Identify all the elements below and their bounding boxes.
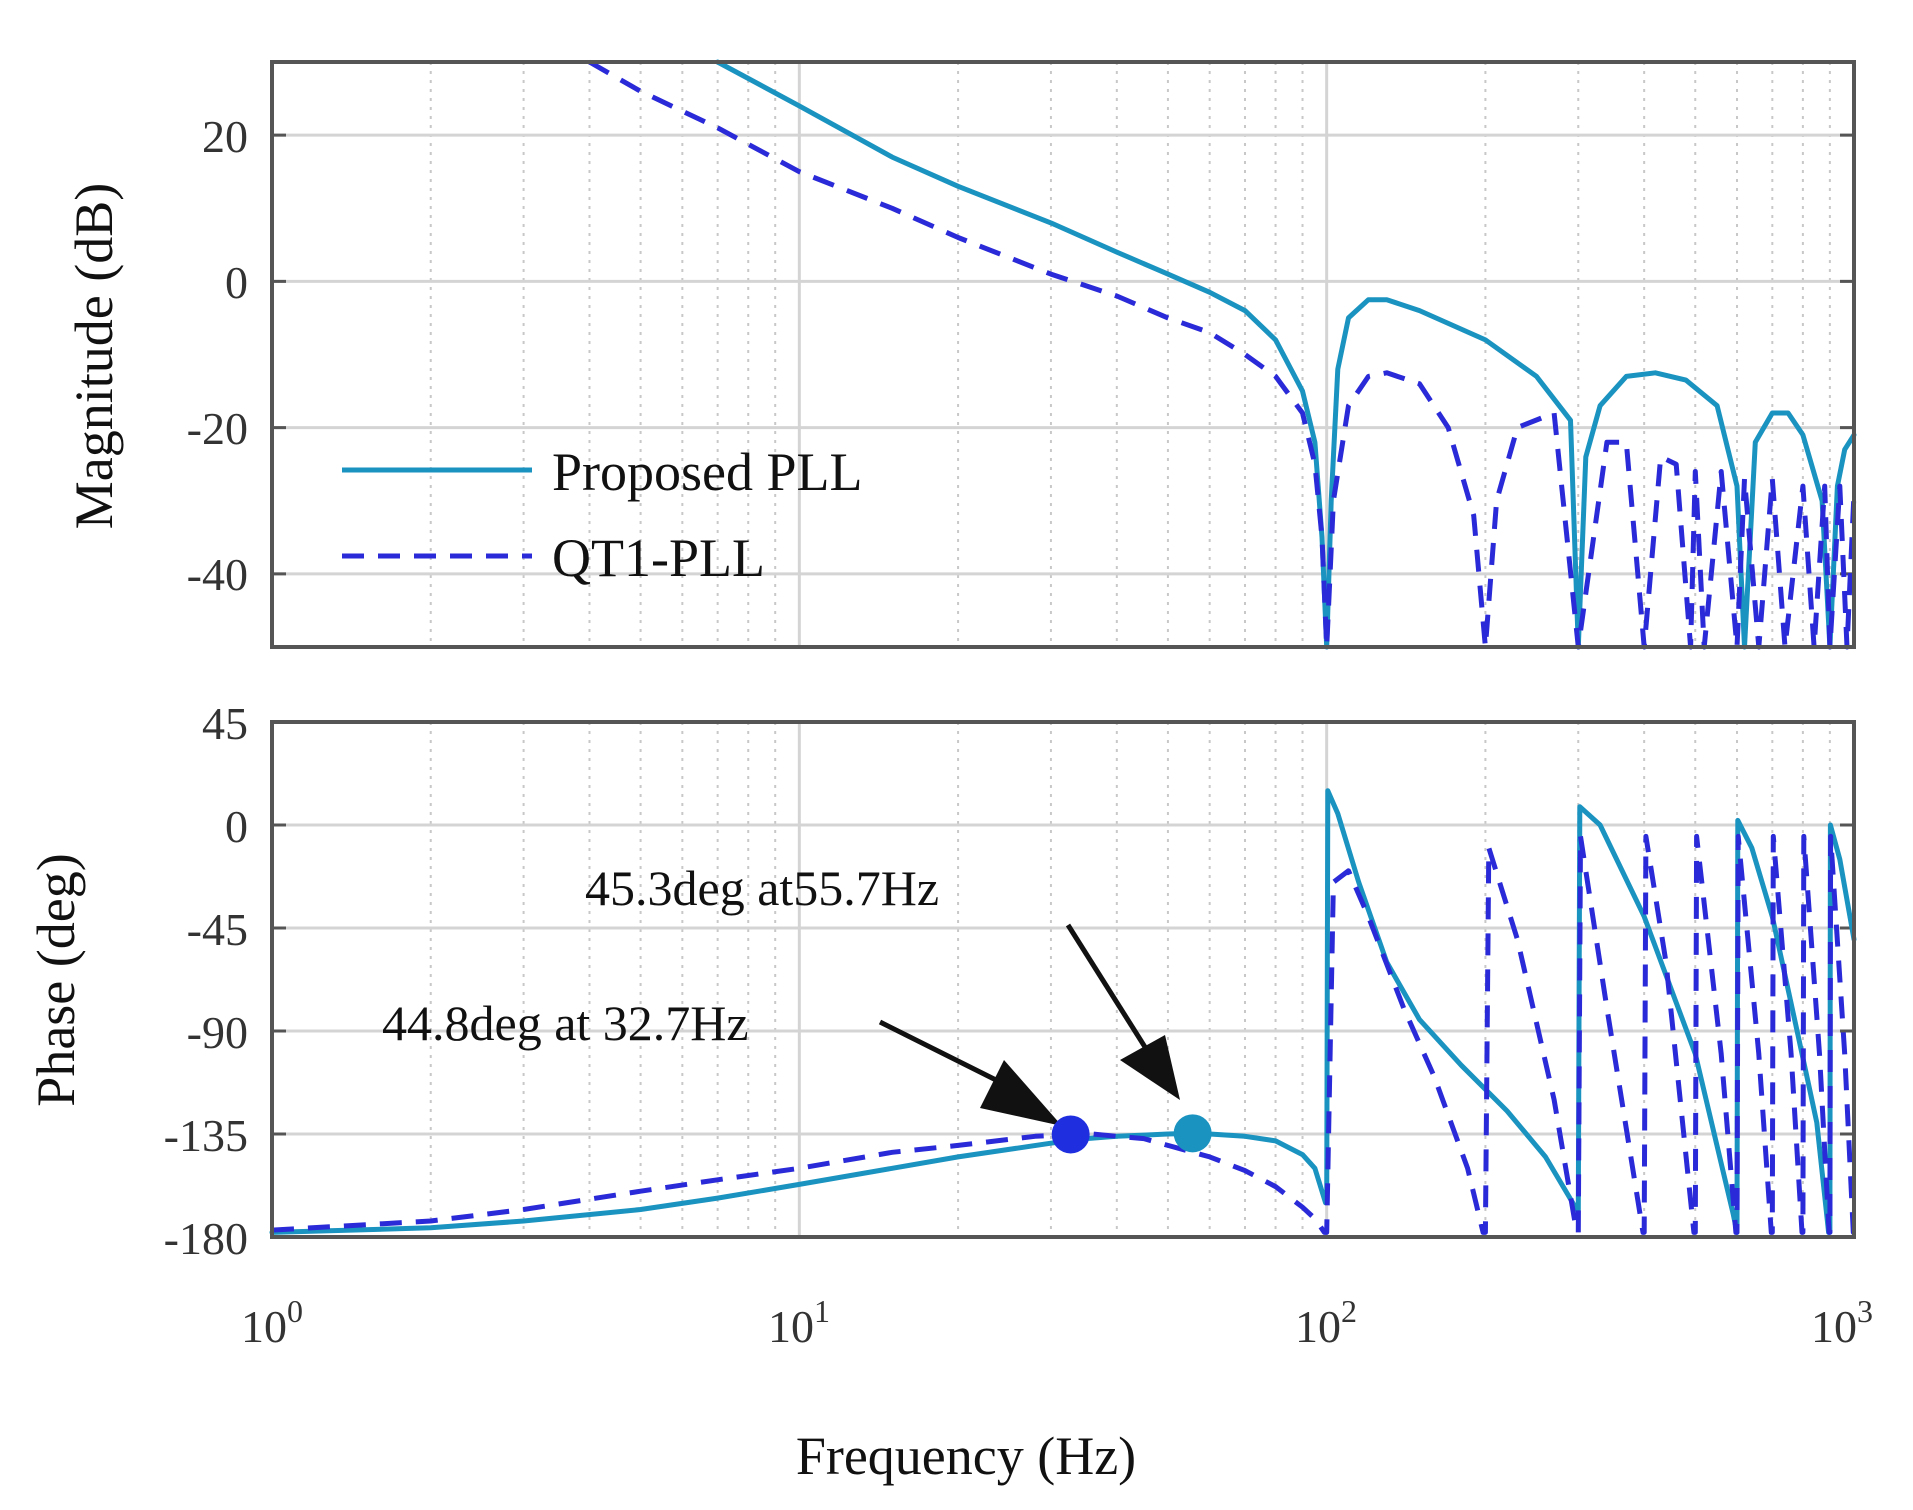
mag-ytick-label: 0 <box>225 257 248 308</box>
mag-ytick-label: 20 <box>202 111 248 162</box>
magnitude-ylabel: Magnitude (dB) <box>64 183 124 529</box>
arrow-55-7hz <box>1065 923 1153 1057</box>
legend-label-qt1-pll: QT1-PLL <box>552 528 765 588</box>
frequency-xlabel: Frequency (Hz) <box>796 1426 1136 1486</box>
arrowhead-32-7hz <box>980 1060 1062 1126</box>
annotations: 45.3deg at55.7Hz 44.8deg at 32.7Hz <box>382 860 1180 1126</box>
xtick-label: 102 <box>1295 1293 1357 1352</box>
phase-ytick-label: 0 <box>225 801 248 852</box>
marker-32-7hz <box>1051 1115 1090 1154</box>
mag-ytick-label: -40 <box>187 549 248 600</box>
mag-series-proposed-pll <box>715 59 1857 650</box>
xtick-base: 10 <box>1295 1301 1341 1352</box>
magnitude-series <box>588 59 1857 650</box>
legend-label-proposed-pll: Proposed PLL <box>552 442 863 502</box>
phase-ytick-label: -90 <box>187 1007 248 1058</box>
phase-ylabel: Phase (deg) <box>26 853 86 1106</box>
xtick-label: 101 <box>768 1293 830 1352</box>
magnitude-axes-box <box>270 60 1856 649</box>
magnitude-plot: 20 0 -20 -40 Magnitude (dB) Proposed PLL… <box>64 59 1857 650</box>
phase-y-ticks: 45 0 -45 -90 -135 -180 <box>164 698 248 1264</box>
annotation-55-7hz: 45.3deg at55.7Hz <box>585 860 939 916</box>
xtick-label: 103 <box>1811 1293 1873 1352</box>
mag-series-qt1-pll <box>588 59 1857 650</box>
arrow-32-7hz <box>878 1019 1002 1085</box>
phase-ytick-label: -180 <box>164 1213 248 1264</box>
xtick-base: 10 <box>241 1301 287 1352</box>
phase-axes-box <box>270 720 1856 1239</box>
phase-series-proposed-pll <box>269 788 1857 1235</box>
xtick-base: 10 <box>768 1301 814 1352</box>
magnitude-y-ticks: 20 0 -20 -40 <box>187 111 248 600</box>
phase-ytick-label: -135 <box>164 1110 248 1161</box>
mag-ytick-label: -20 <box>187 403 248 454</box>
phase-series-qt1-pll <box>271 833 1856 1235</box>
xtick-label: 100 <box>241 1293 303 1352</box>
phase-series <box>269 788 1857 1235</box>
phase-ytick-label: 45 <box>202 698 248 749</box>
phase-plot: 45 0 -45 -90 -135 -180 Phase (deg) 100 1… <box>26 698 1873 1486</box>
phase-markers <box>1051 1114 1212 1154</box>
marker-55-7hz <box>1173 1114 1212 1153</box>
xtick-exponent: 1 <box>814 1293 830 1329</box>
arrowhead-55-7hz <box>1120 1035 1180 1100</box>
xtick-exponent: 2 <box>1341 1293 1357 1329</box>
phase-ytick-label: -45 <box>187 904 248 955</box>
xtick-exponent: 0 <box>287 1293 303 1329</box>
xtick-exponent: 3 <box>1857 1293 1873 1329</box>
annotation-32-7hz: 44.8deg at 32.7Hz <box>382 995 749 1051</box>
legend: Proposed PLL QT1-PLL <box>342 442 863 588</box>
xtick-base: 10 <box>1811 1301 1857 1352</box>
